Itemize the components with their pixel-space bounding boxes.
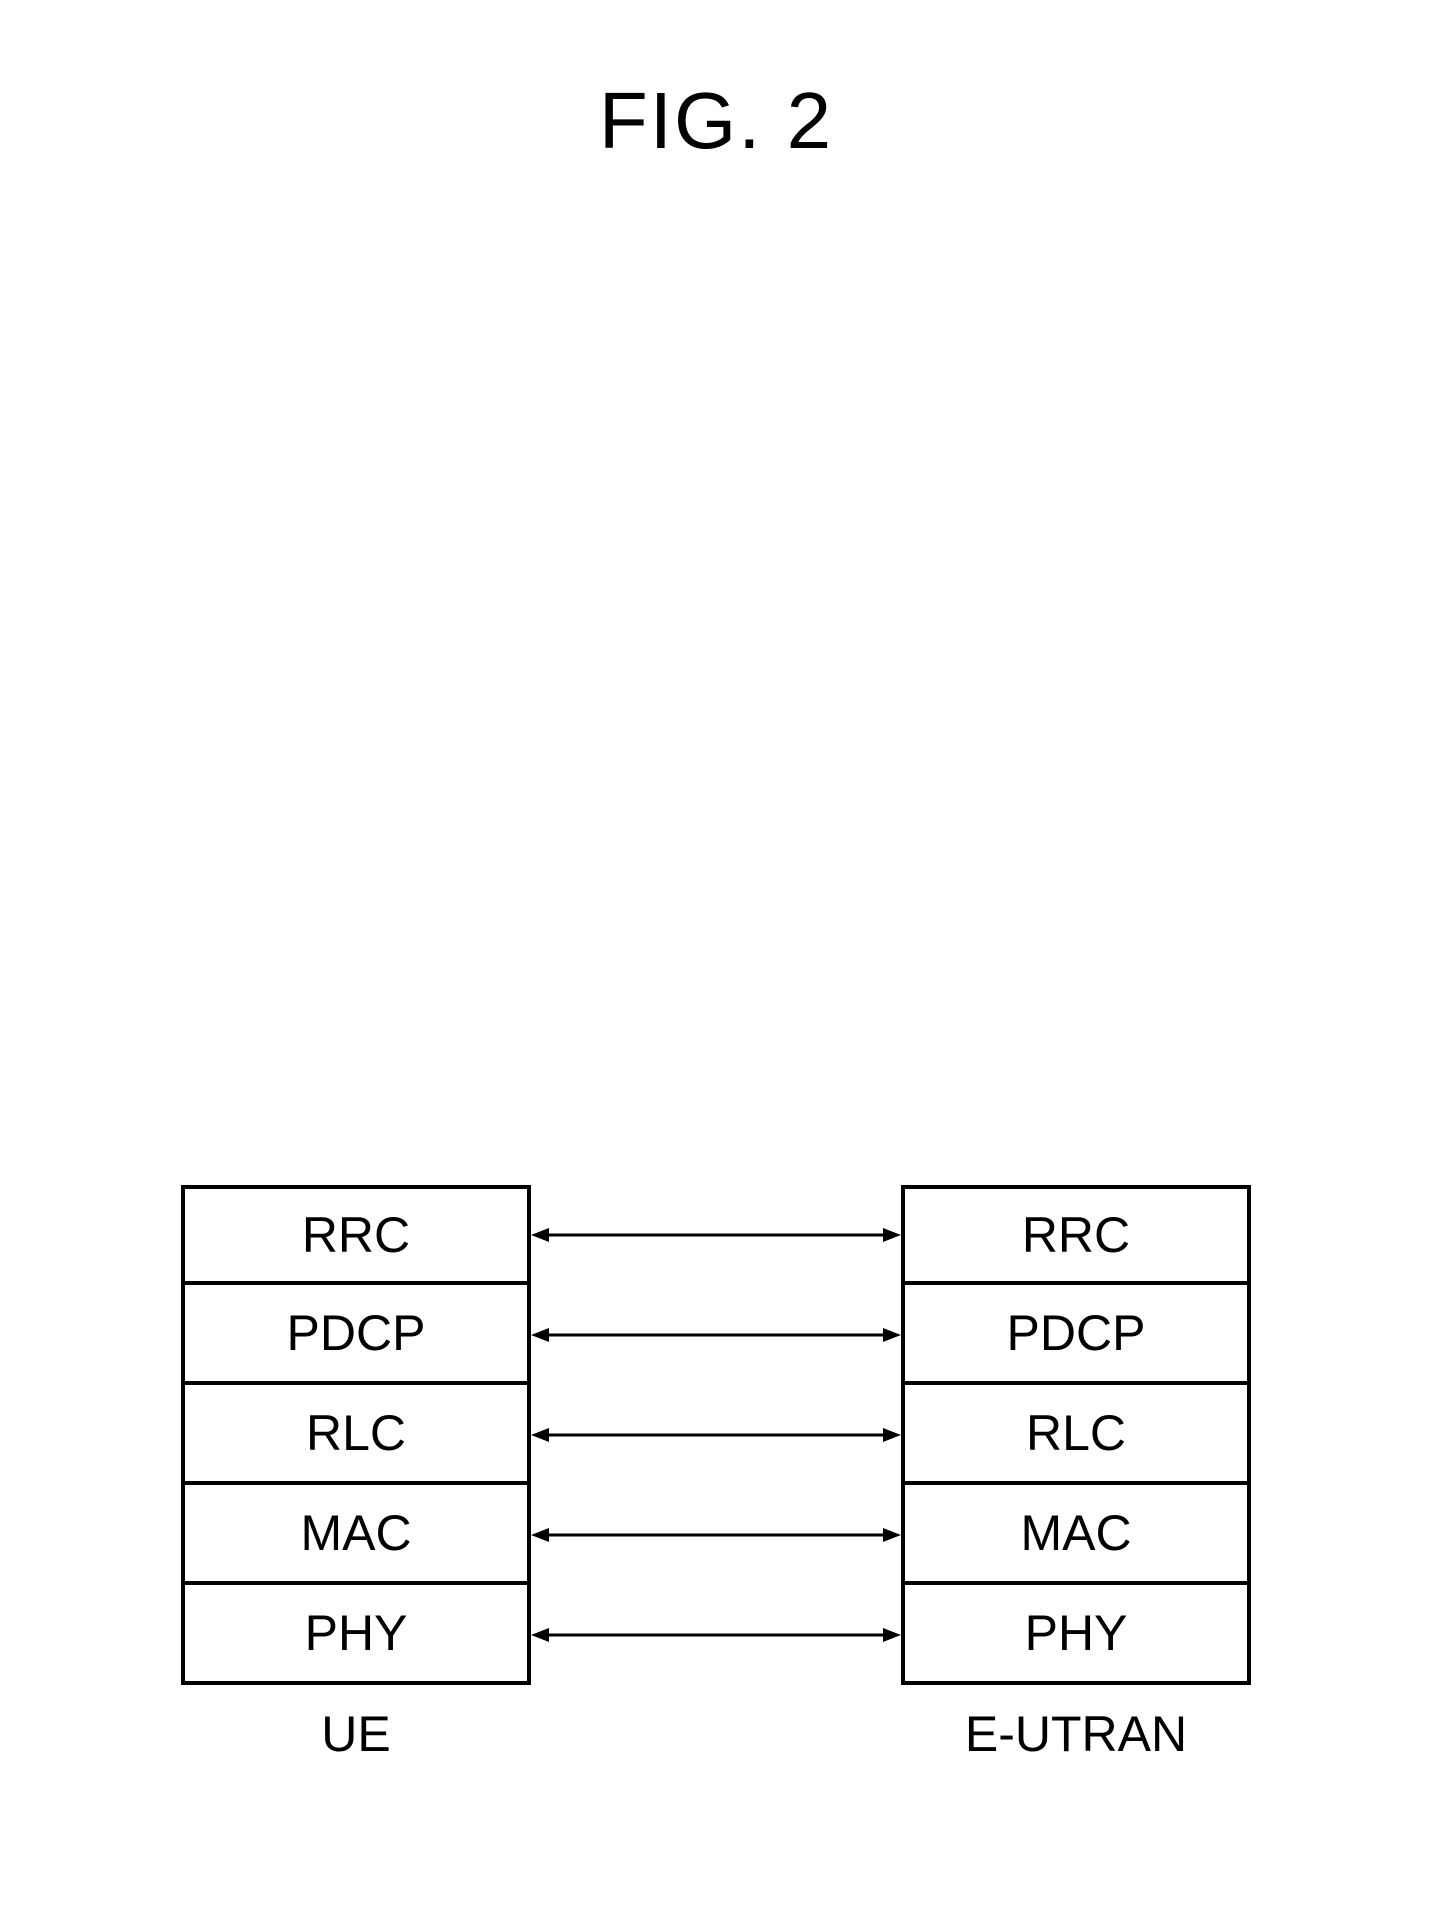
double-arrow-icon	[531, 1220, 901, 1250]
arrow-row-1	[531, 1285, 901, 1385]
right-layer-mac: MAC	[901, 1485, 1251, 1585]
diagram-container: RRC PDCP RLC MAC PHY UE	[0, 1185, 1432, 1763]
left-layer-mac: MAC	[181, 1485, 531, 1585]
left-stack-label: UE	[181, 1705, 531, 1763]
left-layer-rrc: RRC	[181, 1185, 531, 1285]
right-stack: RRC PDCP RLC MAC PHY	[901, 1185, 1251, 1685]
right-stack-label: E-UTRAN	[901, 1705, 1251, 1763]
left-stack: RRC PDCP RLC MAC PHY	[181, 1185, 531, 1685]
double-arrow-icon	[531, 1420, 901, 1450]
double-arrow-icon	[531, 1520, 901, 1550]
right-stack-wrapper: RRC PDCP RLC MAC PHY E-UTRAN	[901, 1185, 1251, 1763]
arrow-row-4	[531, 1585, 901, 1685]
left-layer-rlc: RLC	[181, 1385, 531, 1485]
figure-title: FIG. 2	[599, 75, 833, 167]
double-arrow-icon	[531, 1320, 901, 1350]
arrow-row-3	[531, 1485, 901, 1585]
double-arrow-icon	[531, 1620, 901, 1650]
left-layer-pdcp: PDCP	[181, 1285, 531, 1385]
right-layer-pdcp: PDCP	[901, 1285, 1251, 1385]
right-layer-phy: PHY	[901, 1585, 1251, 1685]
arrow-column	[531, 1185, 901, 1685]
right-layer-rrc: RRC	[901, 1185, 1251, 1285]
left-stack-wrapper: RRC PDCP RLC MAC PHY UE	[181, 1185, 531, 1763]
left-layer-phy: PHY	[181, 1585, 531, 1685]
arrow-row-0	[531, 1185, 901, 1285]
right-layer-rlc: RLC	[901, 1385, 1251, 1485]
arrow-row-2	[531, 1385, 901, 1485]
